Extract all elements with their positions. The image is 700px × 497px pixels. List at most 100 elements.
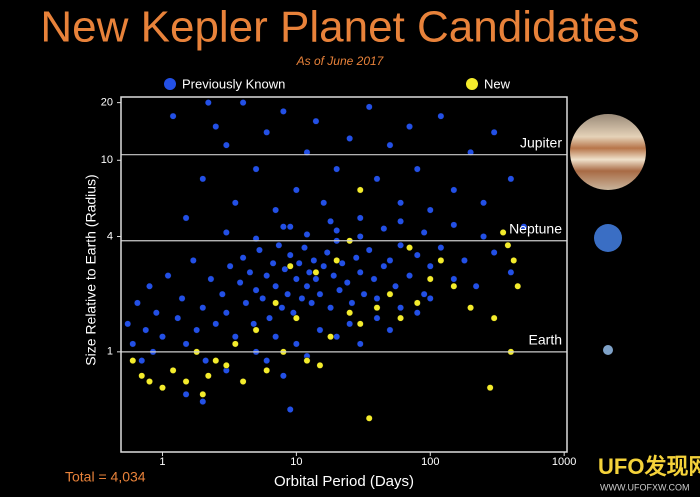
data-point [450, 275, 458, 283]
data-point [263, 272, 271, 280]
data-point [504, 241, 512, 249]
data-point [279, 107, 287, 115]
data-point [263, 128, 271, 136]
total-annotation: Total = 4,034 [65, 469, 146, 485]
data-point [239, 99, 247, 107]
data-point [356, 186, 364, 194]
x-tick-label: 10 [290, 456, 302, 468]
data-point [218, 290, 226, 298]
data-point [316, 326, 324, 334]
data-point [231, 340, 239, 348]
data-point [336, 286, 343, 294]
data-point [286, 251, 294, 259]
data-point [327, 333, 334, 341]
data-point [204, 372, 212, 380]
data-point [373, 314, 381, 322]
chart-subtitle: As of June 2017 [296, 54, 385, 68]
data-point [303, 231, 311, 238]
data-point [269, 259, 277, 267]
jupiter-image [570, 114, 646, 190]
data-point [275, 241, 283, 249]
data-point [182, 378, 190, 385]
data-point [178, 295, 186, 302]
data-point [252, 286, 260, 294]
y-tick-label: 4 [107, 230, 113, 242]
reference-label: Neptune [509, 220, 562, 236]
data-point [333, 333, 341, 341]
data-point [308, 299, 316, 307]
data-point [406, 272, 413, 280]
data-point [301, 244, 308, 252]
data-point [360, 290, 368, 298]
data-point [413, 309, 421, 317]
data-point [333, 227, 341, 234]
data-point [204, 99, 212, 107]
data-point [356, 340, 364, 348]
data-point [152, 309, 160, 317]
data-point [330, 272, 338, 280]
data-point [202, 357, 210, 365]
data-point [356, 320, 364, 328]
x-tick-label: 1 [159, 456, 165, 468]
legend-marker [164, 78, 176, 90]
data-point [250, 320, 258, 328]
data-point [222, 141, 230, 149]
data-point [365, 414, 373, 422]
data-point [397, 217, 404, 225]
data-point [129, 357, 137, 365]
y-axis-label: Size Relative to Earth (Radius) [83, 174, 99, 365]
data-point [486, 384, 494, 392]
planet-images [570, 114, 646, 355]
data-point [169, 367, 177, 374]
data-point [346, 320, 354, 328]
data-point [426, 206, 434, 214]
data-point [142, 326, 150, 334]
data-point [356, 214, 364, 222]
data-point [303, 357, 311, 365]
plot-frame [120, 96, 568, 453]
data-point [231, 199, 239, 207]
data-point [365, 103, 373, 111]
data-point [450, 221, 458, 229]
data-point [320, 262, 328, 270]
data-point [222, 229, 230, 236]
data-point [164, 272, 172, 280]
data-point [239, 378, 247, 385]
data-point [129, 340, 137, 348]
y-tick-label: 10 [101, 154, 113, 166]
data-point [352, 254, 360, 262]
data-point [356, 268, 364, 276]
data-point [380, 262, 388, 270]
data-point [252, 165, 260, 173]
data-point [490, 314, 498, 322]
reference-label: Earth [529, 332, 562, 348]
data-point [386, 290, 394, 298]
data-point [263, 367, 271, 374]
data-point [256, 246, 263, 254]
data-point [138, 357, 146, 365]
data-point [437, 112, 445, 120]
data-point [212, 320, 220, 328]
data-point [305, 268, 313, 276]
data-point [333, 257, 341, 264]
data-point [507, 268, 515, 276]
data-point [284, 290, 292, 298]
data-point [426, 295, 434, 302]
data-point [182, 340, 190, 348]
data-point [286, 262, 294, 270]
data-point [199, 175, 207, 183]
data-point [124, 320, 132, 328]
data-point [392, 282, 399, 290]
points [124, 99, 528, 422]
data-point [189, 257, 197, 264]
data-point [272, 206, 280, 214]
data-point [467, 148, 474, 156]
data-point [370, 275, 378, 283]
data-point [320, 199, 328, 207]
data-point [343, 279, 351, 286]
data-point [338, 259, 346, 267]
data-point [323, 249, 331, 256]
data-point [420, 229, 428, 236]
